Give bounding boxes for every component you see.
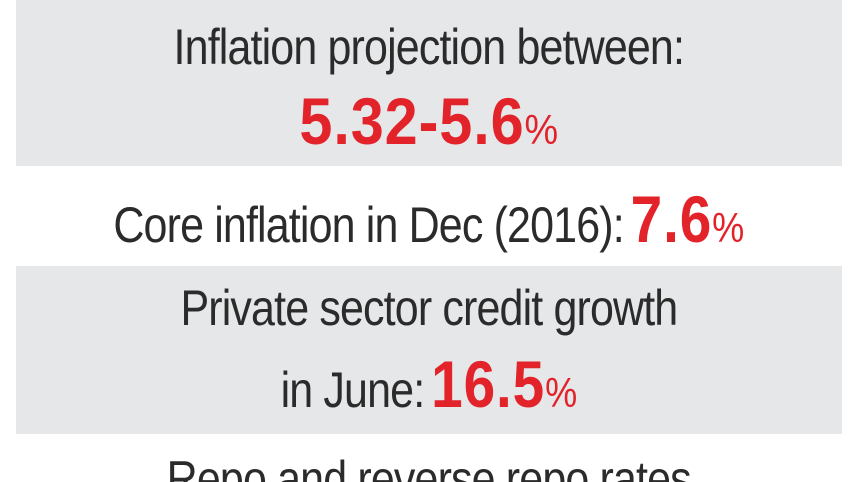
core-inflation-value: 7.6 bbox=[630, 182, 713, 256]
core-inflation-unit: % bbox=[712, 204, 745, 251]
inflation-projection-unit: % bbox=[524, 106, 559, 153]
inflation-projection-label: Inflation projection between: bbox=[173, 19, 685, 75]
private-credit-label-line2: in June: bbox=[280, 362, 426, 418]
private-credit-value-row: in June: 16.5% bbox=[281, 351, 578, 417]
core-inflation-panel: Core inflation in Dec (2016): 7.6% bbox=[16, 175, 842, 263]
inflation-projection-value-row: 5.32-5.6% bbox=[300, 88, 559, 154]
private-credit-panel: Private sector credit growth in June: 16… bbox=[16, 266, 842, 434]
core-inflation-label: Core inflation in Dec (2016): bbox=[113, 197, 625, 253]
inflation-projection-panel: Inflation projection between: 5.32-5.6% bbox=[16, 0, 842, 166]
private-credit-unit: % bbox=[545, 369, 578, 416]
repo-rates-panel: Repo and reverse repo rates bbox=[16, 440, 842, 482]
core-inflation-row: Core inflation in Dec (2016): 7.6% bbox=[114, 186, 745, 252]
inflation-projection-value: 5.32-5.6 bbox=[299, 84, 525, 158]
repo-rates-label: Repo and reverse repo rates bbox=[166, 451, 692, 482]
private-credit-value: 16.5 bbox=[431, 347, 546, 421]
private-credit-stack: Private sector credit growth in June: 16… bbox=[180, 280, 679, 417]
private-credit-label-line1: Private sector credit growth bbox=[180, 280, 679, 336]
